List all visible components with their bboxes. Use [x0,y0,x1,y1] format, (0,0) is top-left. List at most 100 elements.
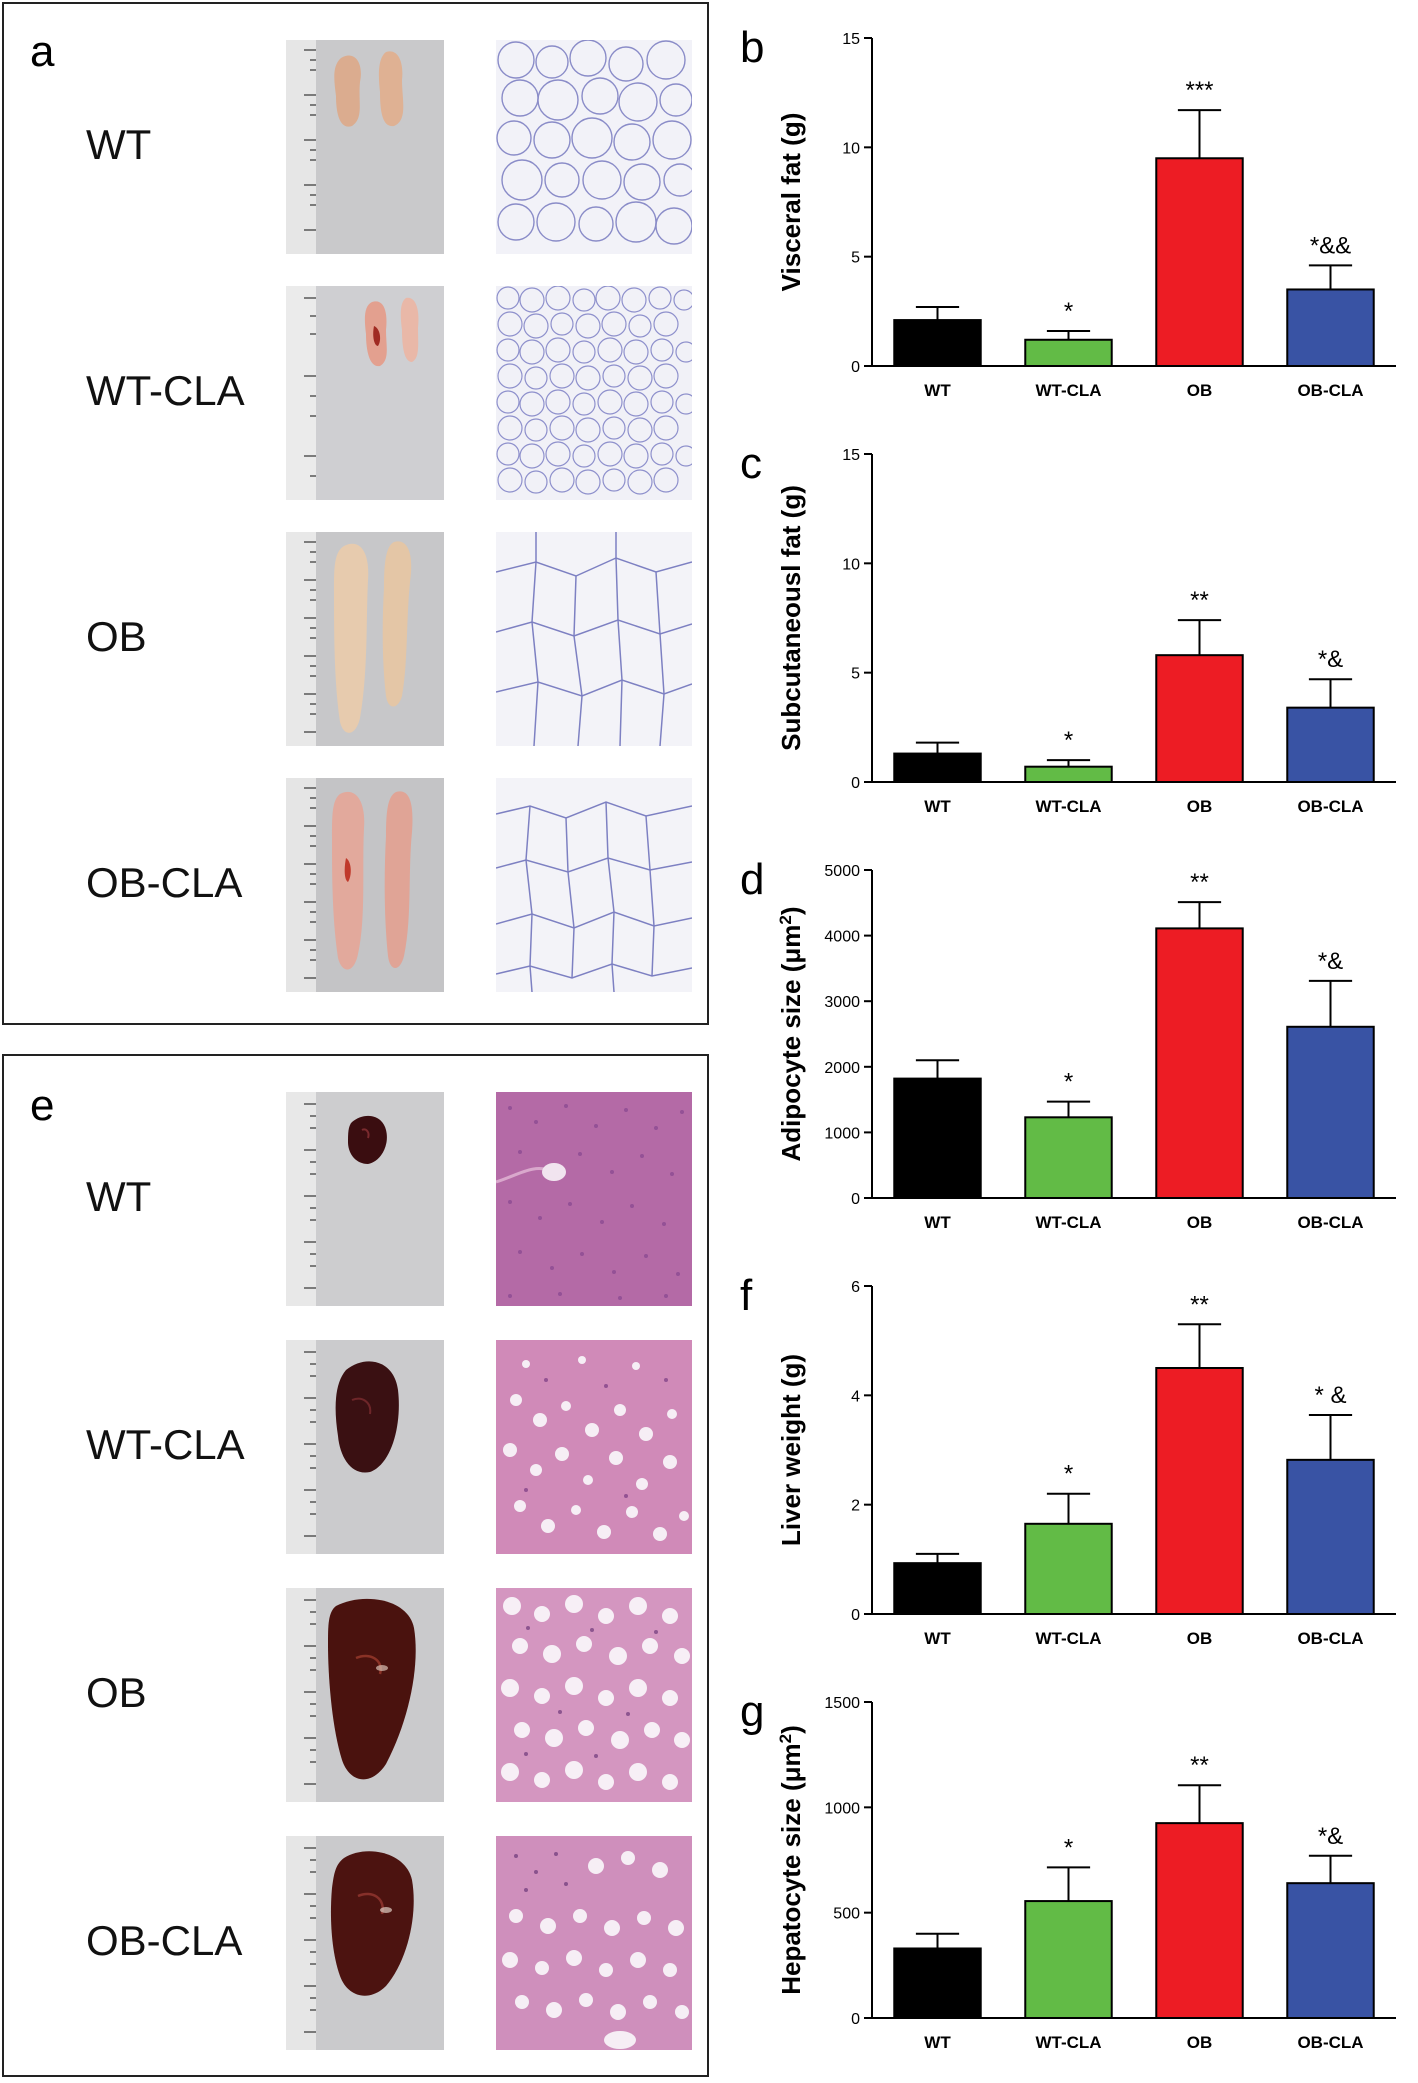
chart-f-letter: f [740,1271,753,1320]
panel-e-label-wt-cla: WT-CLA [86,1421,245,1468]
chart-b-xtick-label-1: WT-CLA [1035,381,1101,400]
chart-g-annotation-3: *& [1318,1823,1343,1850]
chart-c-xtick-label-0: WT [924,797,951,816]
chart-c-bar-1 [1024,765,1113,783]
chart-b-bar-2 [1155,157,1244,367]
liver-photo-ob [286,1588,444,1802]
chart-c-annotation-3: *& [1318,646,1343,673]
chart-b: b Visceral fat (g) 0 5 10 15 WT * WT-CLA *** OB *&&… [738,16,1410,428]
panel-a-label-ob-cla: OB-CLA [86,859,243,906]
chart-g-bar-2 [1155,1822,1244,2019]
chart-g-bar-1 [1024,1900,1113,2019]
fat-photo-ob [286,532,444,746]
fat-histology-ob [496,532,692,746]
chart-f-xtick-label-3: OB-CLA [1297,1629,1363,1648]
chart-b-bar-1 [1024,338,1113,368]
chart-g-svg: g Hepatocyte size (μm2) 0 500 1000 1500 WT * WT-… [740,1687,1396,2052]
liver-histology-ob-cla [496,1836,692,2050]
fat-photo-ob-cla [286,778,444,992]
chart-d-bar-0 [893,1077,982,1199]
chart-c-bar-2 [1155,654,1244,784]
chart-g-xtick-label-1: WT-CLA [1035,2033,1101,2052]
chart-b-ytick-label-2: 10 [842,140,860,157]
chart-d-annotation-2: ** [1190,869,1209,896]
fat-histology-wt [496,40,692,254]
chart-f-xtick-label-2: OB [1187,1629,1213,1648]
chart-c-xtick-label-2: OB [1187,797,1213,816]
chart-d-annotation-3: *& [1318,948,1343,975]
chart-b-xtick-label-0: WT [924,381,951,400]
chart-f-xtick-label-0: WT [924,1629,951,1648]
chart-f-ytick-label-2: 4 [851,1388,860,1405]
chart-d-bar-2 [1155,927,1244,1199]
chart-d-ytick-label-2: 2000 [824,1060,860,1077]
chart-c-letter: c [740,439,762,488]
chart-g-ytick-label-0: 0 [851,2011,860,2028]
chart-c-annotation-1: * [1064,727,1073,754]
chart-b-bar-0 [893,319,982,367]
panel-a-label-wt: WT [86,121,152,168]
chart-d-ytick-label-3: 3000 [824,994,860,1011]
panel-e-label-ob-cla: OB-CLA [86,1917,243,1964]
chart-f-ytick-label-3: 6 [851,1279,860,1296]
chart-c-ylabel: Subcutaneousl fat (g) [776,485,806,751]
chart-f-svg: f Liver weight (g) 0 2 4 6 WT * WT-CLA ** OB * & OB-… [740,1271,1396,1648]
chart-f-bar-2 [1155,1367,1244,1615]
fat-photo-wt [286,40,444,254]
chart-d-ylabel: Adipocyte size (μm2) [776,906,807,1161]
liver-photo-ob-cla [286,1836,444,2050]
panel-a-label-ob: OB [86,613,147,660]
chart-d: d Adipocyte size (μm2) 0 1000 2000 3000 4000 50… [738,848,1410,1260]
chart-f-ytick-label-0: 0 [851,1607,860,1624]
chart-f: f Liver weight (g) 0 2 4 6 WT * WT-CLA ** OB * & OB-… [738,1264,1410,1676]
chart-c-ytick-label-3: 15 [842,447,860,464]
chart-f-bar-1 [1024,1522,1113,1615]
chart-g-bar-3 [1286,1882,1375,2019]
chart-d-bar-3 [1286,1025,1375,1199]
chart-b-svg: b Visceral fat (g) 0 5 10 15 WT * WT-CLA *** OB *&&… [740,23,1396,400]
chart-g-annotation-2: ** [1190,1752,1209,1779]
chart-g-ytick-label-1: 500 [833,1906,860,1923]
chart-g-xtick-label-2: OB [1187,2033,1213,2052]
chart-g-xtick-label-0: WT [924,2033,951,2052]
panel-e-label-wt: WT [86,1173,152,1220]
chart-c-ytick-label-0: 0 [851,775,860,792]
chart-g-xtick-label-3: OB-CLA [1297,2033,1363,2052]
chart-b-annotation-1: * [1064,298,1073,325]
chart-f-xtick-label-1: WT-CLA [1035,1629,1101,1648]
chart-b-annotation-3: *&& [1310,232,1351,259]
chart-f-ylabel: Liver weight (g) [776,1354,806,1546]
chart-c-annotation-2: ** [1190,587,1209,614]
chart-d-annotation-1: * [1064,1069,1073,1096]
chart-g-ytick-label-3: 1500 [824,1695,860,1712]
chart-b-xtick-label-3: OB-CLA [1297,381,1363,400]
chart-c-xtick-label-3: OB-CLA [1297,797,1363,816]
panel-e-label-ob: OB [86,1669,147,1716]
chart-d-xtick-label-3: OB-CLA [1297,1213,1363,1232]
fat-histology-ob-cla [496,778,692,992]
chart-g-ytick-label-2: 1000 [824,1800,860,1817]
chart-b-ytick-label-3: 15 [842,31,860,48]
liver-histology-ob [496,1588,692,1802]
chart-d-ytick-label-4: 4000 [824,929,860,946]
chart-f-annotation-3: * & [1314,1382,1346,1409]
chart-f-annotation-1: * [1064,1461,1073,1488]
chart-b-bar-3 [1286,288,1375,368]
chart-g-annotation-1: * [1064,1834,1073,1861]
chart-b-letter: b [740,23,764,72]
panel-a-letter: a [30,27,55,76]
chart-g-ylabel: Hepatocyte size (μm2) [776,1725,807,1995]
fat-photo-wt-cla [286,286,444,500]
chart-c-bar-3 [1286,706,1375,783]
chart-g: g Hepatocyte size (μm2) 0 500 1000 1500 WT * WT-… [738,1680,1410,2080]
chart-c-svg: c Subcutaneousl fat (g) 0 5 10 15 WT * WT-CLA ** O… [740,439,1396,816]
chart-c-ytick-label-2: 10 [842,556,860,573]
chart-b-xtick-label-2: OB [1187,381,1213,400]
fat-histology-wt-cla [496,286,692,500]
chart-d-xtick-label-2: OB [1187,1213,1213,1232]
chart-d-xtick-label-0: WT [924,1213,951,1232]
chart-c-ytick-label-1: 5 [851,666,860,683]
chart-b-ylabel: Visceral fat (g) [776,113,806,292]
liver-histology-wt [496,1092,692,1306]
panel-a-label-wt-cla: WT-CLA [86,367,245,414]
